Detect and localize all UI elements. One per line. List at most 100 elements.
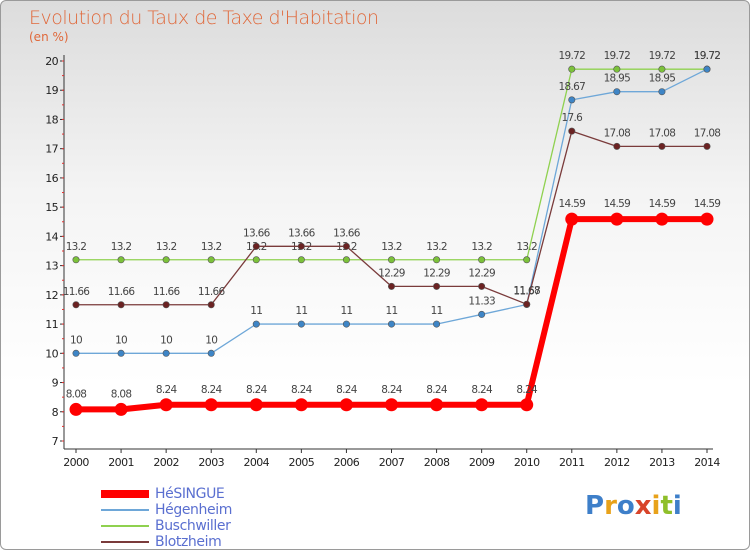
data-label: 17.08 [694, 127, 721, 139]
data-label: 8.24 [156, 384, 178, 396]
data-point [475, 398, 489, 412]
data-label: 19.72 [649, 50, 676, 62]
x-tick-label: 2006 [334, 456, 360, 469]
data-label: 11 [431, 305, 443, 317]
data-label: 14.59 [694, 198, 721, 210]
data-point [613, 88, 621, 96]
data-point [252, 242, 260, 250]
proxiti-logo: Proxiti [585, 491, 682, 521]
data-label: 17.08 [649, 127, 676, 139]
x-tick-label: 2008 [424, 456, 450, 469]
x-tick-label: 2011 [559, 456, 585, 469]
logo-letter: t [660, 491, 673, 521]
data-point [342, 256, 350, 264]
series-line [76, 68, 707, 261]
data-point [568, 65, 576, 73]
data-point [658, 65, 666, 73]
data-label: 8.24 [381, 384, 403, 396]
data-point [159, 398, 173, 412]
data-label: 11.66 [198, 286, 226, 298]
x-tick-label: 2014 [694, 456, 720, 469]
x-tick-label: 2012 [604, 456, 630, 469]
data-label: 17.6 [561, 112, 583, 124]
data-point [568, 96, 576, 104]
data-label: 17.08 [604, 127, 631, 139]
data-label: 13.2 [156, 241, 177, 253]
data-label: 11.67 [513, 285, 540, 297]
data-point [207, 349, 215, 357]
data-label: 10 [70, 334, 82, 346]
logo-letter: i [672, 491, 682, 521]
y-tick-label: 16 [45, 172, 58, 185]
y-tick-label: 9 [52, 377, 59, 390]
data-label: 13.66 [243, 227, 271, 239]
chart-title: Evolution du Taux de Taxe d'Habitation [29, 7, 379, 29]
data-label: 12.29 [423, 267, 450, 279]
y-tick-label: 19 [45, 84, 58, 97]
data-point [297, 320, 305, 328]
data-label: 14.59 [649, 198, 676, 210]
data-point [69, 402, 83, 416]
data-point [207, 301, 215, 309]
x-tick-label: 2001 [108, 456, 134, 469]
data-point [385, 398, 398, 412]
legend-swatch-buschwiller [101, 525, 149, 527]
legend: HéSINGUE Hégenheim Buschwiller Blotzheim [101, 486, 321, 550]
data-point [162, 349, 170, 357]
data-point [430, 398, 444, 412]
data-label: 19.72 [604, 50, 631, 62]
data-label: 19.72 [559, 50, 586, 62]
data-point [162, 256, 170, 264]
data-label: 8.24 [201, 384, 223, 396]
data-point [658, 142, 666, 150]
legend-item-blotzheim: Blotzheim [101, 534, 321, 550]
data-point [72, 301, 80, 309]
data-label: 19.72 [694, 50, 721, 62]
data-label: 12.29 [468, 267, 495, 279]
data-point [523, 256, 531, 264]
data-label: 13.2 [516, 241, 537, 253]
data-label: 11.66 [63, 286, 91, 298]
data-point [339, 398, 353, 412]
y-tick-label: 13 [45, 260, 58, 273]
y-tick-label: 18 [45, 113, 58, 126]
x-tick-label: 2007 [379, 456, 405, 469]
data-label: 18.95 [649, 73, 676, 85]
data-label: 11 [295, 305, 307, 317]
x-tick-label: 2000 [63, 456, 89, 469]
data-point [252, 256, 260, 264]
logo-letter: i [651, 491, 661, 521]
data-label: 13.2 [66, 241, 87, 253]
data-point [207, 256, 215, 264]
y-tick-label: 14 [45, 230, 58, 243]
data-point [297, 242, 305, 250]
data-point [204, 398, 218, 412]
data-label: 8.24 [471, 384, 493, 396]
data-point [433, 282, 441, 290]
logo-letter: r [604, 491, 617, 521]
data-point [342, 320, 350, 328]
data-point [523, 300, 531, 308]
data-point [520, 398, 534, 412]
data-point [478, 282, 486, 290]
legend-item-hesingue: HéSINGUE [101, 486, 321, 502]
data-label: 13.2 [111, 241, 132, 253]
y-tick-label: 17 [45, 143, 58, 156]
logo-letter: P [585, 491, 605, 521]
data-label: 11 [250, 305, 262, 317]
x-tick-label: 2002 [153, 456, 179, 469]
data-label: 8.24 [336, 384, 358, 396]
data-point [387, 256, 395, 264]
data-label: 19.72 [694, 50, 721, 62]
data-label: 8.24 [516, 384, 538, 396]
data-point [433, 320, 441, 328]
data-point [117, 301, 125, 309]
data-label: 12.29 [378, 267, 405, 279]
legend-swatch-blotzheim [101, 541, 149, 543]
data-point [162, 301, 170, 309]
data-label: 18.67 [559, 81, 586, 93]
y-tick-label: 12 [45, 289, 58, 302]
data-point [703, 142, 711, 150]
legend-label-buschwiller: Buschwiller [155, 518, 231, 534]
legend-item-hegenheim: Hégenheim [101, 502, 321, 518]
